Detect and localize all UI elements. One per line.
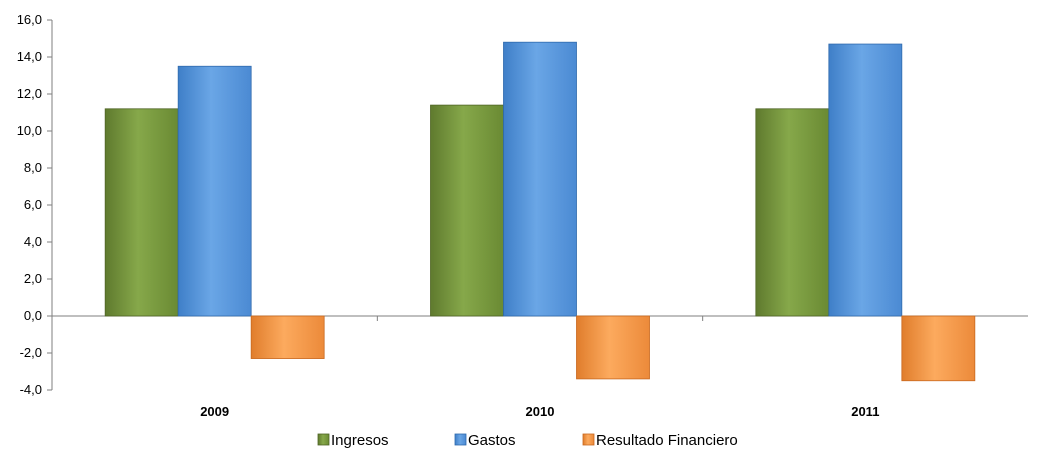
x-tick-label: 2010 [526, 404, 555, 419]
y-tick-label: 0,0 [24, 308, 42, 323]
legend-label: Resultado Financiero [596, 432, 738, 449]
bar-resultado-financiero [901, 315, 976, 382]
y-tick-label: 14,0 [17, 49, 42, 64]
y-tick-label: 8,0 [24, 160, 42, 175]
y-tick-label: 6,0 [24, 197, 42, 212]
bar-ingresos [430, 104, 504, 317]
bar-gastos [177, 65, 252, 317]
y-tick-label: 12,0 [17, 86, 42, 101]
y-tick-label: -4,0 [20, 382, 42, 397]
bar-ingresos [104, 108, 179, 317]
y-tick-label: 4,0 [24, 234, 42, 249]
y-tick-label: -2,0 [20, 345, 42, 360]
legend-label: Gastos [468, 432, 516, 449]
legend-swatch [317, 433, 330, 446]
bar-resultado-financiero [576, 315, 650, 380]
x-tick-label: 2011 [851, 404, 879, 419]
y-tick-label: 10,0 [17, 123, 42, 138]
bar-gastos [503, 41, 577, 317]
legend-swatch [582, 433, 595, 446]
bars [104, 41, 976, 382]
y-tick-label: 2,0 [24, 271, 42, 286]
x-tick-label: 2009 [200, 404, 229, 419]
y-tick-label: 16,0 [17, 12, 42, 27]
bar-ingresos [755, 108, 830, 317]
legend-swatch [454, 433, 467, 446]
legend-label: Ingresos [331, 432, 389, 449]
legend: Ingresos Gastos Resultado Financiero [317, 432, 738, 449]
bar-gastos [828, 43, 903, 317]
bar-resultado-financiero [250, 315, 325, 359]
